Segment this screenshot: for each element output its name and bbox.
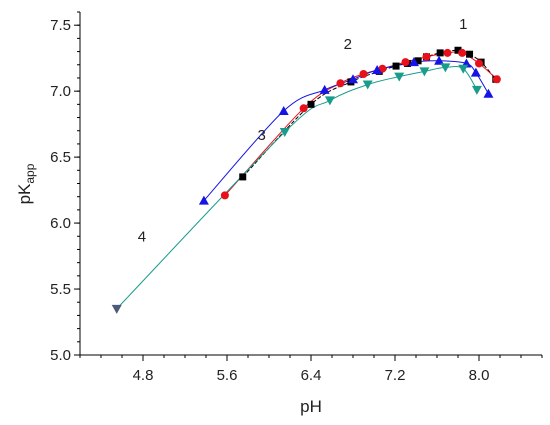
series-label-4: 4 bbox=[138, 229, 146, 246]
series-2-point bbox=[475, 59, 483, 68]
y-tick-label: 5.5 bbox=[50, 281, 71, 298]
x-tick-label: 5.6 bbox=[217, 367, 238, 384]
series-3-point bbox=[434, 55, 445, 65]
series-4-point bbox=[471, 85, 482, 95]
series-label-2: 2 bbox=[344, 36, 352, 53]
y-tick-label: 6.5 bbox=[50, 149, 71, 166]
series-2-point bbox=[359, 70, 368, 79]
series-4-point bbox=[111, 304, 122, 314]
series-label-3: 3 bbox=[257, 127, 265, 144]
x-tick-label: 8.0 bbox=[469, 367, 490, 384]
series-labels: 1 2 3 4 bbox=[138, 16, 468, 245]
series-1-point bbox=[466, 50, 474, 58]
series-3-point bbox=[470, 67, 481, 77]
series-3-point bbox=[319, 84, 330, 94]
series-1-point bbox=[454, 46, 462, 54]
series-2-point bbox=[422, 52, 431, 61]
series-2-point bbox=[492, 75, 501, 84]
series-1-point bbox=[414, 57, 422, 65]
series-1-point bbox=[307, 100, 315, 108]
series-4-line bbox=[116, 66, 478, 310]
y-axis-title-sub: app bbox=[23, 163, 37, 183]
y-tick-label: 7.0 bbox=[50, 83, 71, 100]
series-1-point bbox=[392, 62, 400, 70]
series-3-line bbox=[203, 60, 489, 202]
series-4-point bbox=[440, 63, 451, 73]
series-2-point bbox=[458, 48, 467, 57]
series-2-point bbox=[336, 79, 345, 88]
y-tick-label: 6.0 bbox=[50, 215, 71, 232]
y-axis-title-main: pK bbox=[15, 183, 34, 204]
series-3-point bbox=[408, 57, 419, 67]
series-label-1: 1 bbox=[459, 16, 467, 33]
series-3-point bbox=[348, 74, 358, 84]
x-axis-ticks: 4.8 5.6 6.4 7.2 8.0 bbox=[79, 355, 543, 384]
x-axis-title: pH bbox=[300, 397, 322, 416]
series-3-point bbox=[372, 65, 383, 75]
x-tick-label: 6.4 bbox=[301, 367, 322, 384]
x-tick-label: 7.2 bbox=[385, 367, 406, 384]
series-2-point bbox=[299, 104, 308, 113]
series-2-point bbox=[401, 58, 410, 67]
series-1-point bbox=[239, 173, 247, 181]
series-3-point bbox=[278, 105, 289, 115]
series-4-point bbox=[324, 96, 335, 106]
series-3-point bbox=[483, 88, 494, 98]
series-4-point bbox=[362, 80, 373, 90]
series-markers bbox=[111, 46, 501, 314]
series-4-point bbox=[419, 67, 430, 77]
series-4-point bbox=[458, 64, 469, 74]
series-1-point bbox=[436, 49, 444, 57]
series-lines bbox=[116, 49, 498, 310]
series-2-point bbox=[378, 64, 387, 73]
series-4-point bbox=[394, 72, 405, 82]
y-axis-title: pKapp bbox=[15, 163, 37, 204]
y-tick-label: 5.0 bbox=[50, 347, 71, 364]
series-2-point bbox=[220, 191, 229, 200]
series-3-point bbox=[198, 195, 209, 205]
series-2-point bbox=[443, 48, 452, 57]
series-4-point bbox=[279, 128, 290, 138]
y-tick-label: 7.5 bbox=[50, 17, 71, 34]
x-tick-label: 4.8 bbox=[133, 367, 154, 384]
y-axis-ticks: 5.0 5.5 6.0 6.5 7.0 7.5 bbox=[50, 11, 80, 364]
